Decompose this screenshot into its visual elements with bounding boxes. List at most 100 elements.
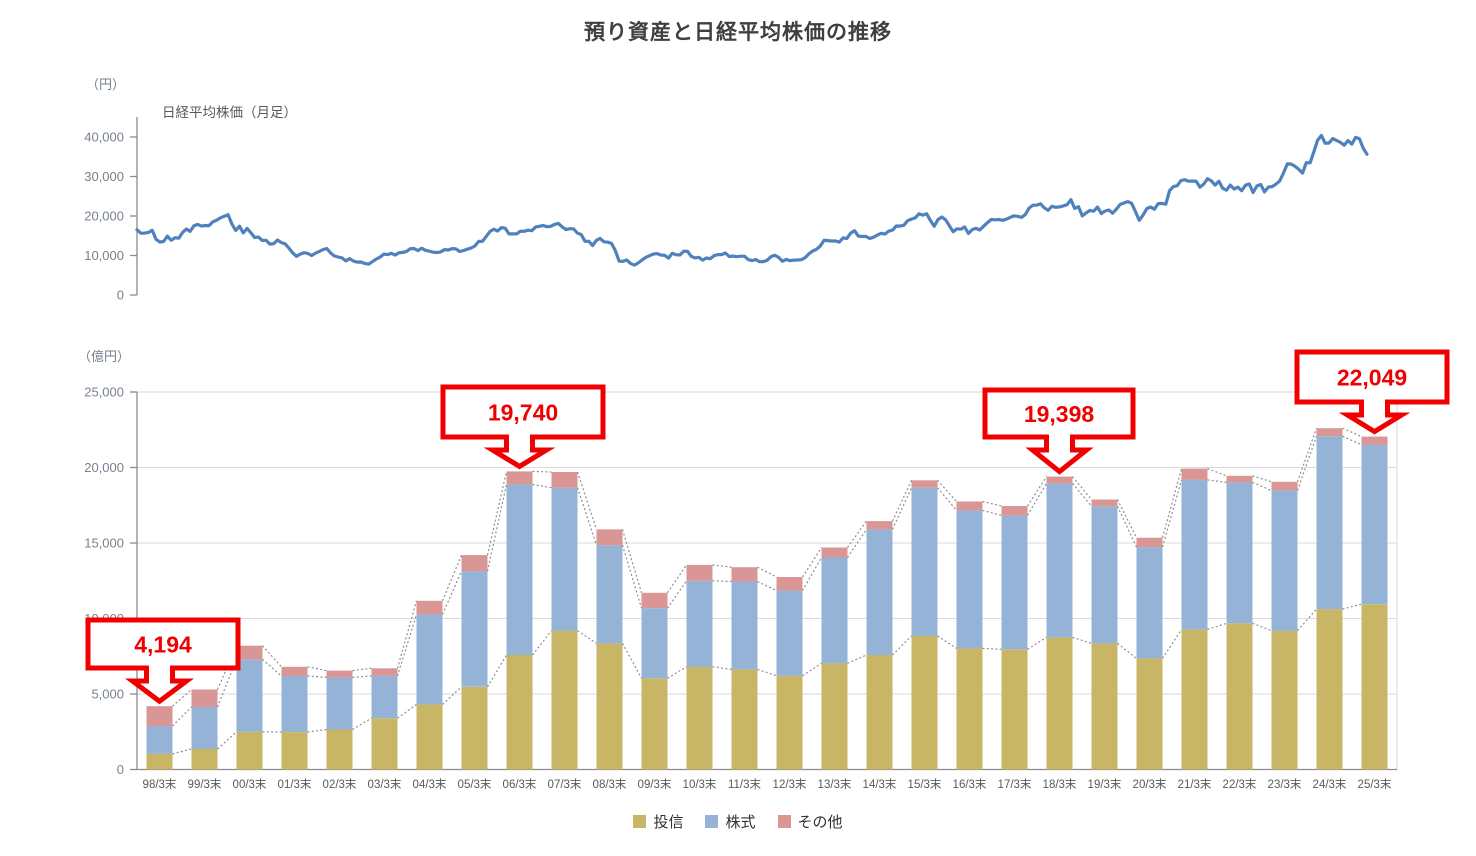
series-connector-line <box>307 666 327 672</box>
callout-value-98/3末: 4,194 <box>134 632 192 658</box>
bar-segment-投信-06/3末 <box>506 655 533 770</box>
series-connector-line <box>891 480 913 522</box>
bar-segment-その他-17/3末 <box>1001 506 1028 516</box>
series-connector-line <box>1161 629 1183 659</box>
series-connector-line <box>1072 636 1092 644</box>
x-tick-label: 15/3末 <box>908 777 942 791</box>
bar-segment-投信-18/3末 <box>1046 637 1073 770</box>
x-tick-label: 17/3末 <box>998 777 1032 791</box>
callout-value-18/3末: 19,398 <box>1024 401 1095 427</box>
series-connector-line <box>397 703 417 719</box>
series-connector-line <box>1117 642 1137 659</box>
bar-segment-その他-19/3末 <box>1091 499 1118 507</box>
series-connector-line <box>1026 483 1048 516</box>
series-connector-line <box>847 520 867 548</box>
series-connector-line <box>712 580 732 583</box>
bar-segment-投信-09/3末 <box>641 678 668 770</box>
bar-segment-投信-23/3末 <box>1271 630 1298 770</box>
series-connector-line <box>576 487 598 546</box>
series-connector-line <box>982 500 1002 507</box>
series-connector-line <box>1072 476 1092 500</box>
series-connector-line <box>442 686 462 705</box>
callout-box-98/3末 <box>85 617 241 705</box>
bar-segment-その他-98/3末 <box>146 706 173 726</box>
series-connector-line <box>1116 506 1138 548</box>
x-tick-label: 05/3末 <box>458 777 492 791</box>
series-connector-line <box>937 635 957 649</box>
series-connector-line <box>801 547 823 578</box>
bar-segment-その他-07/3末 <box>551 472 578 488</box>
bar-segment-株式-16/3末 <box>956 510 983 649</box>
bar-segment-その他-13/3末 <box>821 547 848 558</box>
bar-segment-株式-01/3末 <box>281 676 308 732</box>
bar-segment-投信-02/3末 <box>326 729 353 770</box>
x-tick-label: 03/3末 <box>368 777 402 791</box>
series-connector-line <box>621 643 643 679</box>
series-connector-line <box>486 484 508 572</box>
series-connector-line <box>891 487 913 530</box>
bar-segment-投信-13/3末 <box>821 663 848 770</box>
kabushiki-swatch-icon <box>705 815 719 828</box>
bar-segment-株式-00/3末 <box>236 659 263 732</box>
legend-label-sonota: その他 <box>797 814 843 831</box>
bar-segment-投信-22/3末 <box>1226 623 1253 770</box>
bar-segment-その他-06/3末 <box>506 471 533 485</box>
bar-segment-その他-02/3末 <box>326 670 353 678</box>
bar-segment-投信-10/3末 <box>686 666 713 770</box>
x-tick-label: 23/3末 <box>1268 777 1302 791</box>
bar-segment-投信-03/3末 <box>371 718 398 770</box>
bar-segment-株式-18/3末 <box>1046 483 1073 638</box>
x-tick-label: 09/3末 <box>638 777 672 791</box>
series-connector-line <box>1072 483 1092 507</box>
bar-segment-株式-15/3末 <box>911 487 938 636</box>
series-connector-line <box>576 471 598 530</box>
series-connector-line <box>1342 603 1362 610</box>
bar-segment-その他-10/3末 <box>686 564 713 581</box>
series-connector-line <box>801 557 823 591</box>
bar-segment-その他-12/3末 <box>776 577 803 591</box>
bar-segment-株式-25/3末 <box>1361 444 1388 605</box>
bar-segment-株式-98/3末 <box>146 726 173 754</box>
callout-value-25/3末: 22,049 <box>1337 365 1407 391</box>
callout-box-18/3末 <box>982 387 1136 475</box>
assets-y-tick-label: 0 <box>117 762 124 777</box>
bar-segment-投信-04/3末 <box>416 704 443 770</box>
bar-segment-株式-99/3末 <box>191 707 218 749</box>
series-connector-line <box>307 675 327 678</box>
bar-segment-株式-23/3末 <box>1271 490 1298 631</box>
series-connector-line <box>577 630 597 644</box>
bar-segment-その他-25/3末 <box>1361 436 1388 445</box>
bar-segment-その他-11/3末 <box>731 567 758 582</box>
series-connector-line <box>982 647 1002 650</box>
bar-segment-投信-19/3末 <box>1091 643 1118 770</box>
bar-segment-その他-20/3末 <box>1136 537 1163 548</box>
bar-segment-投信-20/3末 <box>1136 658 1163 770</box>
x-tick-label: 21/3末 <box>1178 777 1212 791</box>
series-connector-line <box>1342 427 1362 438</box>
series-connector-line <box>847 654 867 664</box>
series-connector-line <box>1207 622 1227 630</box>
x-tick-label: 22/3末 <box>1223 777 1257 791</box>
sonota-swatch-icon <box>777 815 791 828</box>
bar-segment-投信-11/3末 <box>731 669 758 770</box>
series-connector-line <box>667 564 687 594</box>
nikkei-y-tick-label: 10,000 <box>84 248 124 263</box>
bar-segment-その他-21/3末 <box>1181 468 1208 480</box>
x-tick-label: 18/3末 <box>1043 777 1077 791</box>
series-connector-line <box>532 630 552 656</box>
legend-label-toushin: 投信 <box>653 814 684 831</box>
assets-unit-label: （億円） <box>78 349 131 364</box>
bar-segment-その他-23/3末 <box>1271 481 1298 491</box>
bar-segment-株式-12/3末 <box>776 590 803 676</box>
bar-segment-その他-99/3末 <box>191 689 218 707</box>
x-tick-label: 24/3末 <box>1313 777 1347 791</box>
series-connector-line <box>937 487 957 511</box>
assets-y-tick-label: 25,000 <box>84 385 124 400</box>
series-connector-line <box>621 529 643 593</box>
x-tick-label: 12/3末 <box>773 777 807 791</box>
legend-item-kabushiki: 株式 <box>705 811 756 832</box>
x-tick-label: 14/3末 <box>863 777 897 791</box>
nikkei-unit-label: （円） <box>86 77 126 92</box>
x-tick-label: 19/3末 <box>1088 777 1122 791</box>
series-connector-line <box>757 580 777 592</box>
